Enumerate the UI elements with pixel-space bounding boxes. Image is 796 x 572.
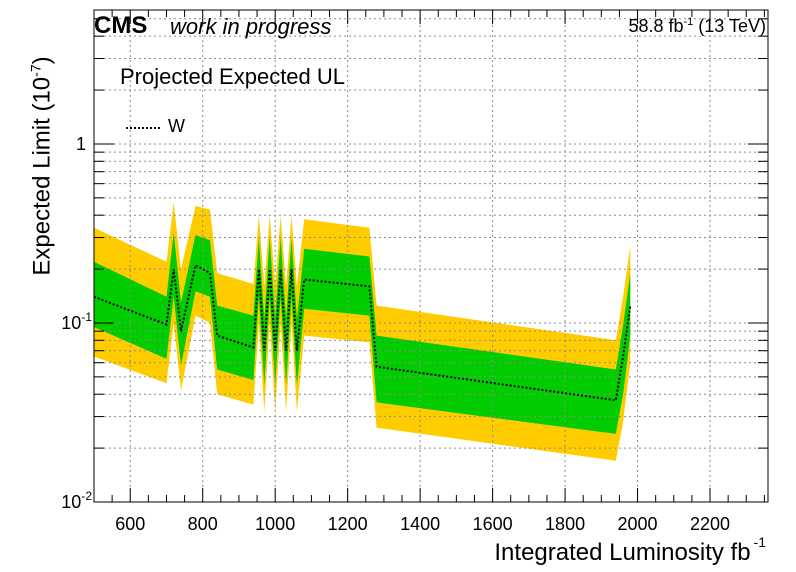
x-tick-label: 1000 <box>255 514 295 534</box>
x-tick-label: 1600 <box>473 514 513 534</box>
y-tick-base: 10 <box>61 313 81 333</box>
x-tick-label: 1800 <box>545 514 585 534</box>
y-axis-label-text: Expected Limit (10 <box>28 76 56 276</box>
y-tick-label: 10-2 <box>61 489 92 512</box>
expected-line-w <box>93 263 632 402</box>
x-tick-label: 800 <box>188 514 218 534</box>
x-tick-label: 2200 <box>690 514 730 534</box>
x-tick-label: 1200 <box>328 514 368 534</box>
legend-entry-w: W <box>168 116 185 136</box>
legend-line-marker <box>126 127 160 129</box>
ticks-group: 600 800 1000 1200 1400 1600 1800 2000 220010-210… <box>61 10 768 534</box>
y-tick-label: 1 <box>76 134 86 154</box>
y-tick-exponent: -2 <box>81 489 92 503</box>
x-axis-label-text: Integrated Luminosity fb <box>494 539 751 566</box>
band-1sigma-group <box>94 232 631 434</box>
x-tick-label: 600 <box>115 514 145 534</box>
expected-line-group <box>93 263 632 402</box>
status-label: work in progress <box>170 14 332 39</box>
plot-frame-group <box>93 9 769 503</box>
x-tick-label: 2000 <box>618 514 658 534</box>
lumi-value: 58.8 fb <box>628 16 684 36</box>
energy-label: (13 TeV) <box>698 16 766 36</box>
y-tick-label: 10-1 <box>61 310 92 333</box>
x-axis-label: Integrated Luminosity fb -1 <box>494 534 766 567</box>
experiment-label: CMS <box>94 12 148 39</box>
grid-group <box>94 10 768 503</box>
y-tick-base: 10 <box>61 492 81 512</box>
lumi-exponent: -1 <box>683 16 694 28</box>
plot-frame <box>93 9 769 503</box>
chart-title: Projected Expected UL <box>120 64 346 89</box>
band-1sigma <box>94 232 631 434</box>
y-tick-exponent: -1 <box>81 310 92 324</box>
y-axis-label: Expected Limit (10-7) <box>28 56 57 275</box>
y-axis-label-close: ) <box>28 56 56 65</box>
x-axis-label-exponent: -1 <box>753 534 766 550</box>
y-axis-label-exponent: -7 <box>27 64 44 77</box>
luminosity-label: 58.8 fb-1 (13 TeV) <box>628 16 766 37</box>
x-tick-label: 1400 <box>400 514 440 534</box>
